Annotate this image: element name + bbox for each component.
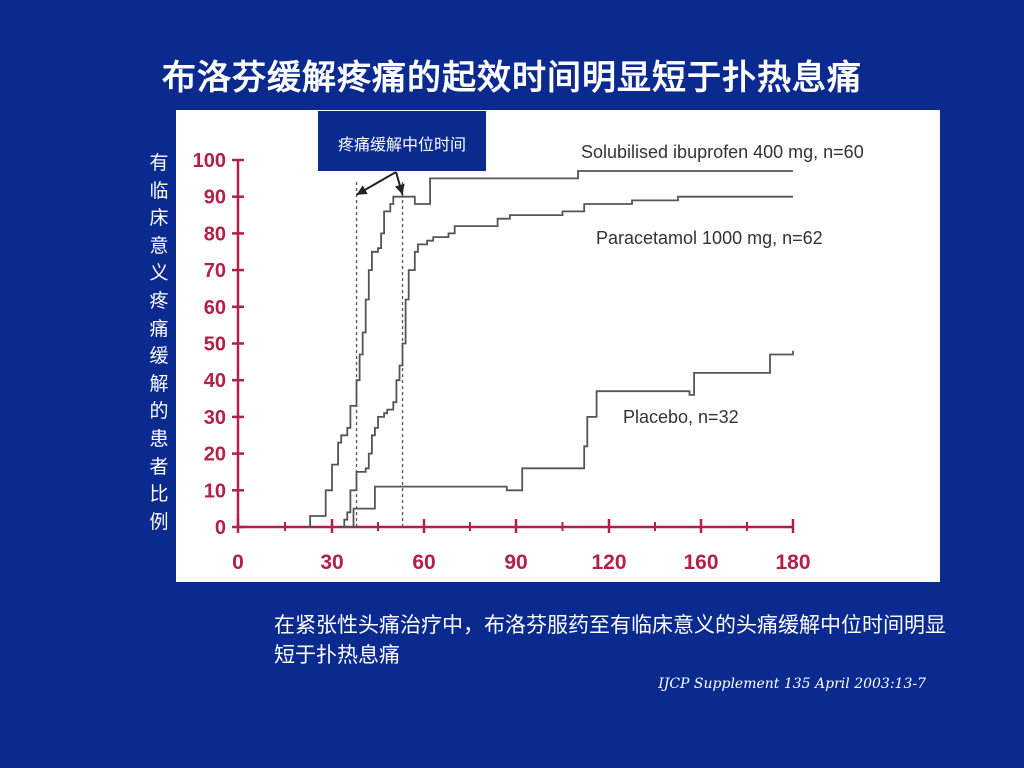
callout-arrowhead xyxy=(356,185,368,195)
callout-arrowhead xyxy=(394,183,405,195)
x-tick-label: 180 xyxy=(775,551,810,574)
x-tick-label: 60 xyxy=(412,551,435,574)
y-tick-label: 0 xyxy=(215,517,226,539)
series-line-3 xyxy=(341,350,794,528)
y-tick-label: 60 xyxy=(204,297,226,319)
x-tick-label: 0 xyxy=(232,551,244,574)
series-line-1 xyxy=(306,170,793,528)
y-tick-label: 30 xyxy=(204,407,226,429)
y-tick-label: 20 xyxy=(204,444,226,466)
y-tick-label: 40 xyxy=(204,370,226,392)
x-tick-label: 90 xyxy=(504,551,527,574)
median-time-callout: 疼痛缓解中位时间 xyxy=(318,111,486,171)
callout-label: 疼痛缓解中位时间 xyxy=(337,135,466,154)
slide-caption: 在紧张性头痛治疗中，布洛芬服药至有临床意义的头痛缓解中位时间明显短于扑热息痛 xyxy=(274,613,946,667)
chart-panel: 0 10 20 30 40 50 60 70 80 90 100 0 30 60 90 120 160 180 S… xyxy=(176,110,940,582)
median-markers xyxy=(355,171,405,527)
y-tick-label: 90 xyxy=(204,187,226,209)
y-tick-label: 80 xyxy=(204,223,226,245)
y-tick-label: 10 xyxy=(204,480,226,502)
x-tick-label: 30 xyxy=(320,551,343,574)
series-annotation: Paracetamol 1000 mg, n=62 xyxy=(596,228,823,248)
line-chart: 0 10 20 30 40 50 60 70 80 90 100 0 30 60 90 120 160 180 S… xyxy=(193,142,864,574)
slide-title: 布洛芬缓解疼痛的起效时间明显短于扑热息痛 xyxy=(162,58,862,98)
y-tick-label: 70 xyxy=(204,260,226,282)
citation: IJCP Supplement 135 April 2003:13-7 xyxy=(658,676,926,692)
series-annotation: Solubilised ibuprofen 400 mg, n=60 xyxy=(581,142,864,162)
y-tick-label: 50 xyxy=(204,334,226,356)
chart-series xyxy=(306,170,794,528)
series-annotations: Solubilised ibuprofen 400 mg, n=60 Parace… xyxy=(581,142,864,427)
y-axis-label: 有临床意义疼痛缓解的患者比例 xyxy=(149,152,169,533)
series-annotation: Placebo, n=32 xyxy=(623,407,739,427)
series-line-2 xyxy=(341,195,793,528)
x-tick-label: 120 xyxy=(591,551,626,574)
x-tick-label: 160 xyxy=(683,551,718,574)
chart-axes: 0 10 20 30 40 50 60 70 80 90 100 0 30 60 90 120 160 180 xyxy=(193,150,811,574)
y-tick-label: 100 xyxy=(193,150,226,172)
